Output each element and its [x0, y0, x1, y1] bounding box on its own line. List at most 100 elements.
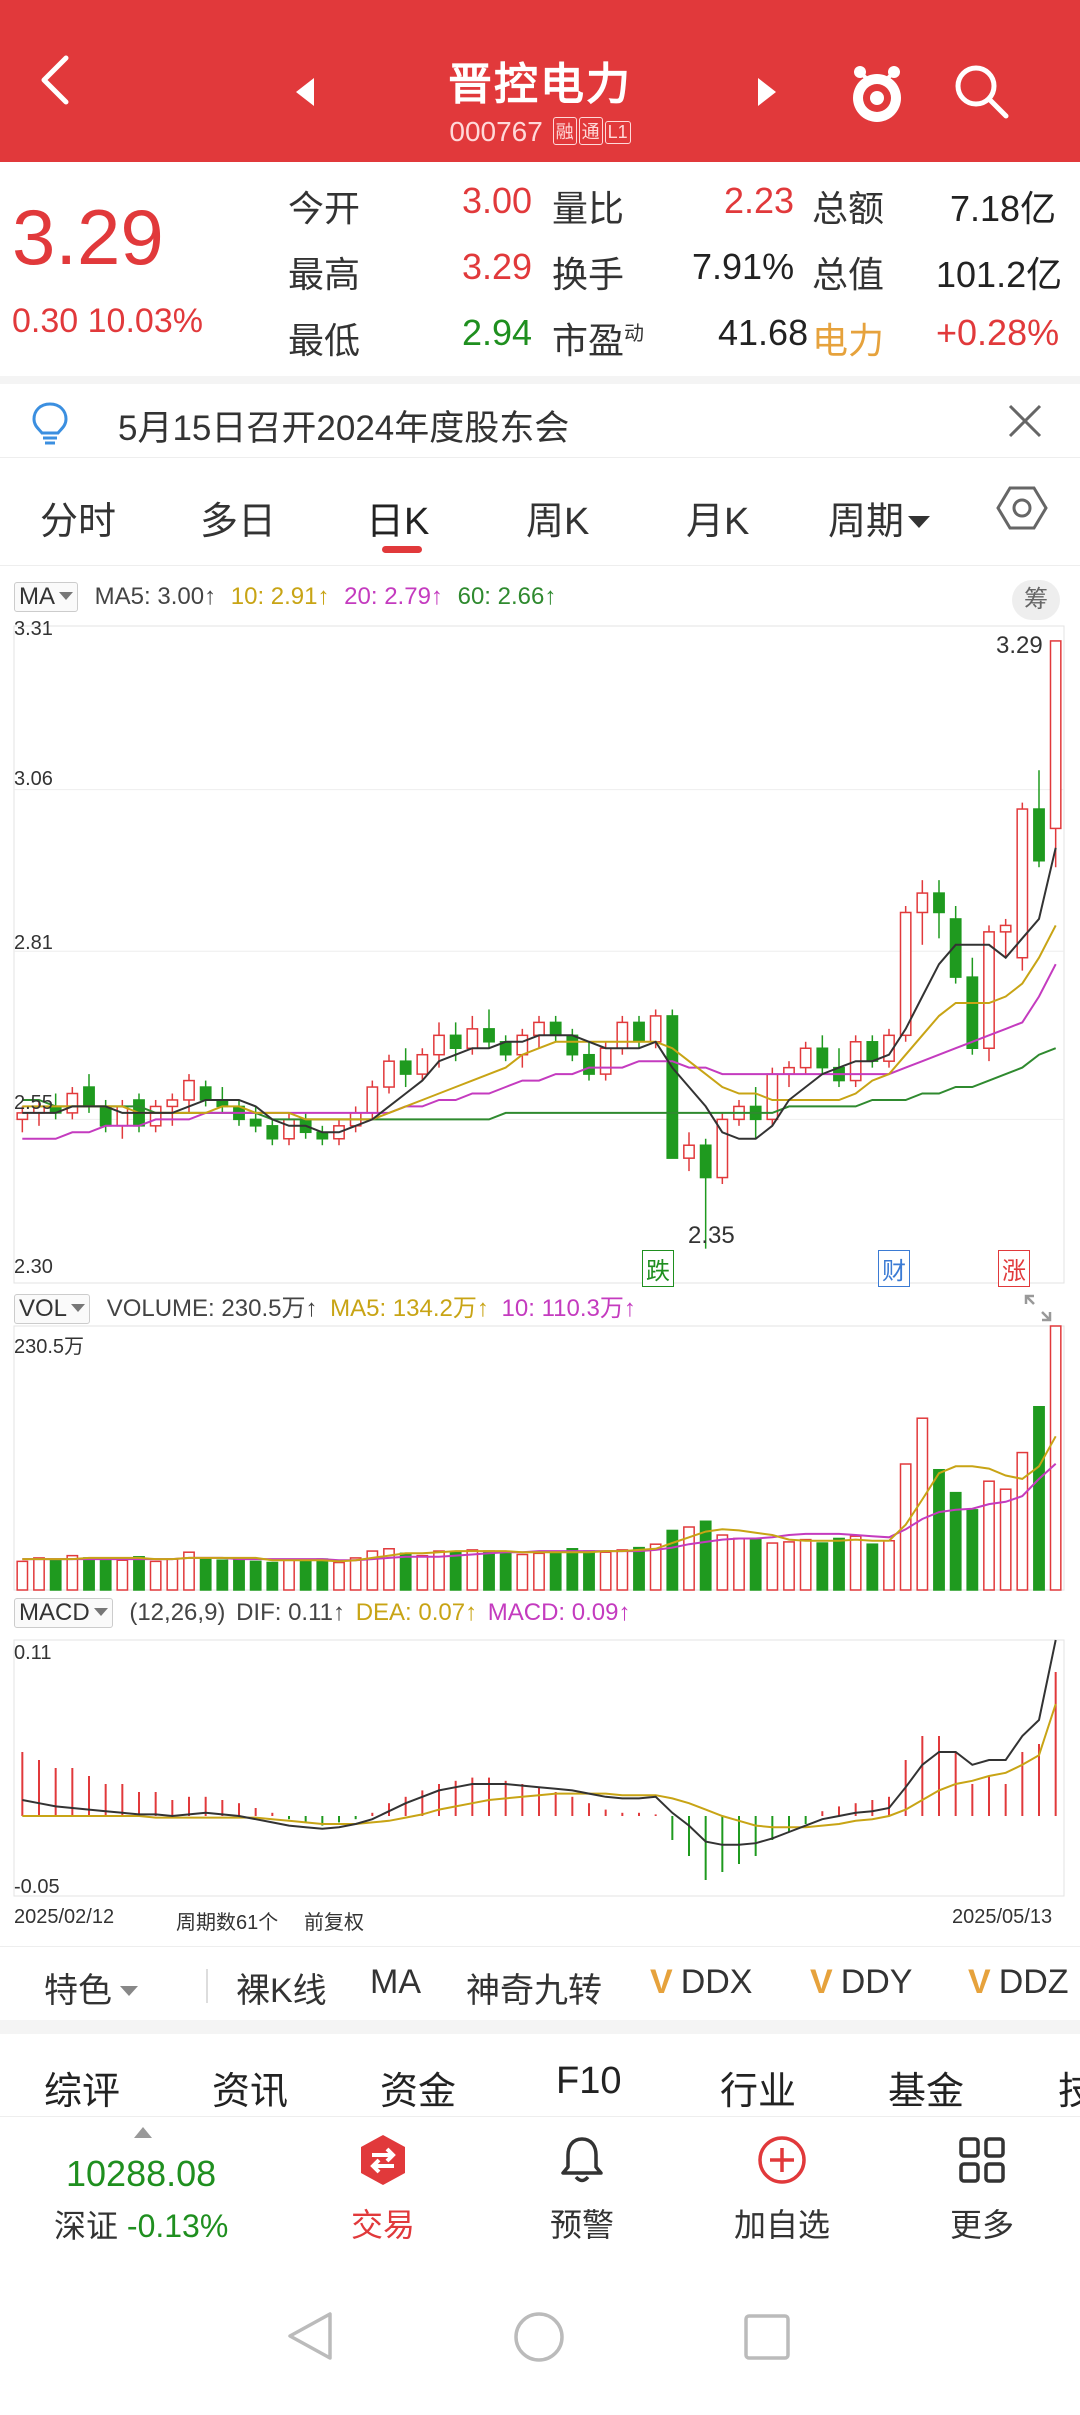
- feature-special[interactable]: 特色: [44, 1963, 138, 2012]
- date-start: 2025/02/12: [14, 1906, 115, 1928]
- candle-body: [366, 1086, 379, 1114]
- volume-bar: [516, 1553, 529, 1591]
- stat-vol-ratio-label: 量比: [552, 188, 625, 229]
- system-recents-icon[interactable]: [742, 2312, 792, 2362]
- expand-icon[interactable]: [1022, 1292, 1054, 1324]
- macd-dea-line: [22, 1703, 1057, 1829]
- system-nav-bar: [0, 2264, 1080, 2415]
- feature-magic-nine[interactable]: 神奇九转: [466, 1972, 602, 2010]
- price-change: 0.30 10.03%: [12, 302, 203, 341]
- candle-body: [116, 1105, 129, 1127]
- volume-bar: [799, 1538, 812, 1591]
- change-pct: 10.03%: [87, 302, 203, 340]
- tab-more-cut[interactable]: 技: [1058, 2071, 1080, 2113]
- volume-bar: [1016, 1451, 1029, 1591]
- nav-more[interactable]: 更多: [922, 2133, 1042, 2246]
- volume-bar: [433, 1550, 445, 1591]
- volume-bar: [866, 1543, 879, 1591]
- stat-pe-text: 市盈: [552, 320, 625, 361]
- event-tag-finance[interactable]: 财: [878, 1250, 910, 1287]
- index-name: 深证: [54, 2208, 119, 2244]
- candle-body: [933, 892, 945, 914]
- tab-overview[interactable]: 综评: [44, 2071, 121, 2113]
- volume-bar: [833, 1537, 845, 1591]
- candle-body: [599, 1047, 612, 1075]
- volume-bar: [616, 1549, 629, 1591]
- v-badge-icon: V: [968, 1963, 991, 2001]
- prev-stock-icon[interactable]: [296, 78, 314, 106]
- volume-bar: [266, 1561, 279, 1591]
- index-line[interactable]: 深证 -0.13%: [54, 2201, 228, 2247]
- tab-industry[interactable]: 行业: [720, 2071, 797, 2113]
- notice-text[interactable]: 5月15日召开2024年度股东会: [118, 409, 570, 448]
- candle-body: [916, 892, 929, 914]
- tab-fund[interactable]: 基金: [888, 2071, 965, 2113]
- feature-ddy[interactable]: V DDY: [810, 1963, 912, 2002]
- volume-bar: [999, 1488, 1012, 1591]
- tab-f10[interactable]: F10: [556, 2060, 622, 2102]
- macd-selector[interactable]: MACD: [14, 1598, 113, 1628]
- volume-bar: [199, 1557, 212, 1591]
- candle-body: [99, 1105, 112, 1127]
- nav-alert-label: 预警: [549, 2207, 614, 2243]
- system-back-icon[interactable]: [284, 2308, 336, 2364]
- volume-bar: [533, 1552, 545, 1591]
- vol-selector-label: VOL: [19, 1295, 68, 1322]
- index-value[interactable]: 10288.08: [66, 2153, 217, 2194]
- volume-bar: [499, 1552, 512, 1591]
- event-tag-fall[interactable]: 跌: [642, 1250, 674, 1287]
- nav-trade[interactable]: 交易: [323, 2133, 443, 2246]
- nav-alert[interactable]: 预警: [522, 2133, 642, 2246]
- tag-rong: 融: [552, 117, 577, 145]
- ma20-legend: 20: 2.79↑: [344, 583, 443, 610]
- ma-selector[interactable]: MA: [14, 582, 78, 612]
- notice-bar[interactable]: 5月15日召开2024年度股东会: [0, 376, 1080, 458]
- feature-naked-k[interactable]: 裸K线: [236, 1972, 327, 2010]
- vol-selector[interactable]: VOL: [14, 1294, 91, 1324]
- tab-monthly-k[interactable]: 月K: [686, 501, 750, 543]
- ma10-legend: 10: 2.91↑: [230, 583, 330, 610]
- nav-add-watchlist[interactable]: 加自选: [722, 2133, 842, 2246]
- expand-up-icon[interactable]: [134, 2127, 152, 2138]
- system-home-icon[interactable]: [512, 2310, 566, 2364]
- mascot-icon[interactable]: [846, 60, 908, 126]
- sector-name[interactable]: 电力: [812, 320, 885, 361]
- volume-bar: [233, 1558, 245, 1591]
- candle-body: [433, 1034, 445, 1056]
- settings-hexagon-icon[interactable]: [996, 482, 1048, 534]
- volume-bar: [466, 1549, 479, 1591]
- candle-body: [966, 976, 979, 1049]
- chip-distribution-button[interactable]: 筹: [1012, 580, 1060, 620]
- back-icon[interactable]: [28, 50, 88, 110]
- chevron-down-icon: [908, 516, 931, 528]
- feature-ma[interactable]: MA: [370, 1963, 421, 2001]
- next-stock-icon[interactable]: [758, 78, 776, 106]
- volume-bar: [483, 1550, 495, 1591]
- header: 晋控电力 000767 融通 L1: [0, 0, 1080, 162]
- tab-capital[interactable]: 资金: [380, 2071, 457, 2113]
- feature-ddz[interactable]: V DDZ: [968, 1963, 1069, 2002]
- feature-ddy-label: DDY: [840, 1963, 913, 2001]
- active-tab-indicator: [382, 546, 422, 553]
- event-tag-rise[interactable]: 涨: [998, 1250, 1030, 1287]
- kline-chart-area[interactable]: MA MA5: 3.00↑ 10: 2.91↑ 20: 2.79↑ 60: 2.…: [0, 566, 1080, 1936]
- close-icon[interactable]: [1004, 400, 1046, 442]
- feature-ddx[interactable]: V DDX: [650, 1963, 752, 2002]
- tab-news[interactable]: 资讯: [212, 2071, 289, 2113]
- vol-value: VOLUME: 230.5万↑: [106, 1295, 318, 1322]
- volume-bar: [549, 1551, 562, 1591]
- search-icon[interactable]: [950, 60, 1012, 122]
- tab-daily-k[interactable]: 日K: [366, 501, 430, 543]
- macd-axis-top: 0.11: [14, 1642, 52, 1664]
- tab-multiday[interactable]: 多日: [200, 501, 277, 543]
- sector-change[interactable]: +0.28%: [936, 312, 1060, 353]
- tab-intraday[interactable]: 分时: [40, 501, 117, 543]
- candle-body: [149, 1105, 162, 1127]
- candle-body: [566, 1034, 579, 1056]
- tab-weekly-k[interactable]: 周K: [526, 501, 590, 543]
- tab-period-dropdown[interactable]: 周期: [828, 490, 931, 545]
- adjust-mode[interactable]: 前复权: [304, 1912, 364, 1934]
- macd-dea: DEA: 0.07↑: [355, 1599, 478, 1626]
- tag-tong: 通: [578, 117, 603, 145]
- volume-bar: [816, 1542, 829, 1591]
